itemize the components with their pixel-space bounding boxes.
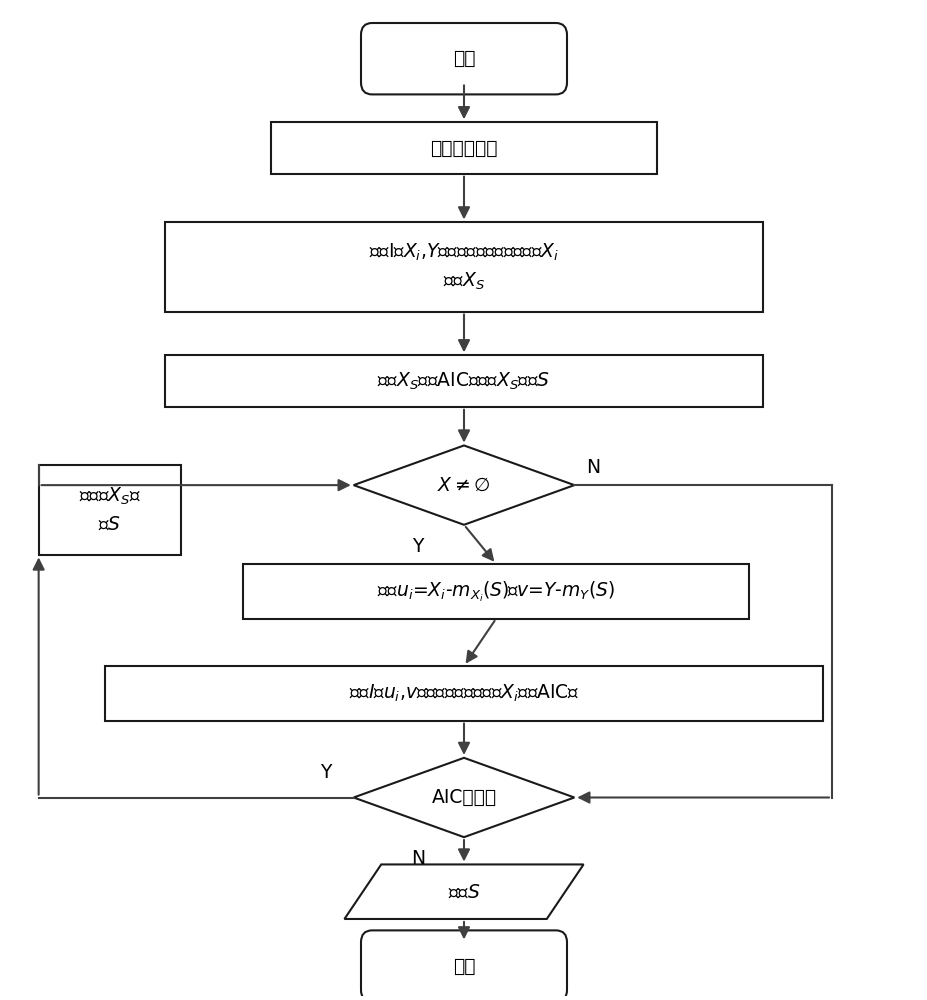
Text: N: N	[585, 458, 599, 477]
Polygon shape	[353, 758, 574, 837]
Text: 计算I（$X_i$,$Y$），将使其值最大的变量$X_i$
记为$X_S$: 计算I（$X_i$,$Y$），将使其值最大的变量$X_i$ 记为$X_S$	[369, 242, 558, 292]
Text: 根据$X_S$计算AIC值，将$X_S$移入$S$: 根据$X_S$计算AIC值，将$X_S$移入$S$	[377, 370, 550, 392]
Text: 结束: 结束	[452, 957, 475, 976]
Text: 计算$I$（$u_i$,$v$），选取使值最大的$X_i$计算AIC值: 计算$I$（$u_i$,$v$），选取使值最大的$X_i$计算AIC值	[349, 683, 578, 704]
Text: AIC值减小: AIC值减小	[431, 788, 496, 807]
Text: $X\neq\varnothing$: $X\neq\varnothing$	[437, 476, 490, 495]
Polygon shape	[353, 445, 574, 525]
Text: 计算$u_i$=$X_i$-$m_{X_i}$($S$)，$v$=$Y$-$m_Y$($S$): 计算$u_i$=$X_i$-$m_{X_i}$($S$)，$v$=$Y$-$m_…	[376, 579, 615, 604]
FancyBboxPatch shape	[361, 23, 566, 94]
Text: N: N	[411, 849, 425, 868]
Text: 开始: 开始	[452, 49, 475, 68]
Bar	[106, 666, 821, 721]
Text: 输出$S$: 输出$S$	[447, 882, 480, 901]
Text: Y: Y	[320, 763, 331, 782]
Text: 将新的$X_S$移
入$S$: 将新的$X_S$移 入$S$	[79, 486, 141, 534]
Bar	[165, 222, 762, 312]
Bar	[39, 465, 181, 555]
Polygon shape	[344, 864, 583, 919]
Bar	[271, 122, 656, 174]
Text: Y: Y	[412, 537, 424, 556]
FancyBboxPatch shape	[361, 930, 566, 1000]
Text: 初始化各变量: 初始化各变量	[430, 138, 497, 157]
Bar	[243, 564, 748, 619]
Bar	[165, 355, 762, 407]
